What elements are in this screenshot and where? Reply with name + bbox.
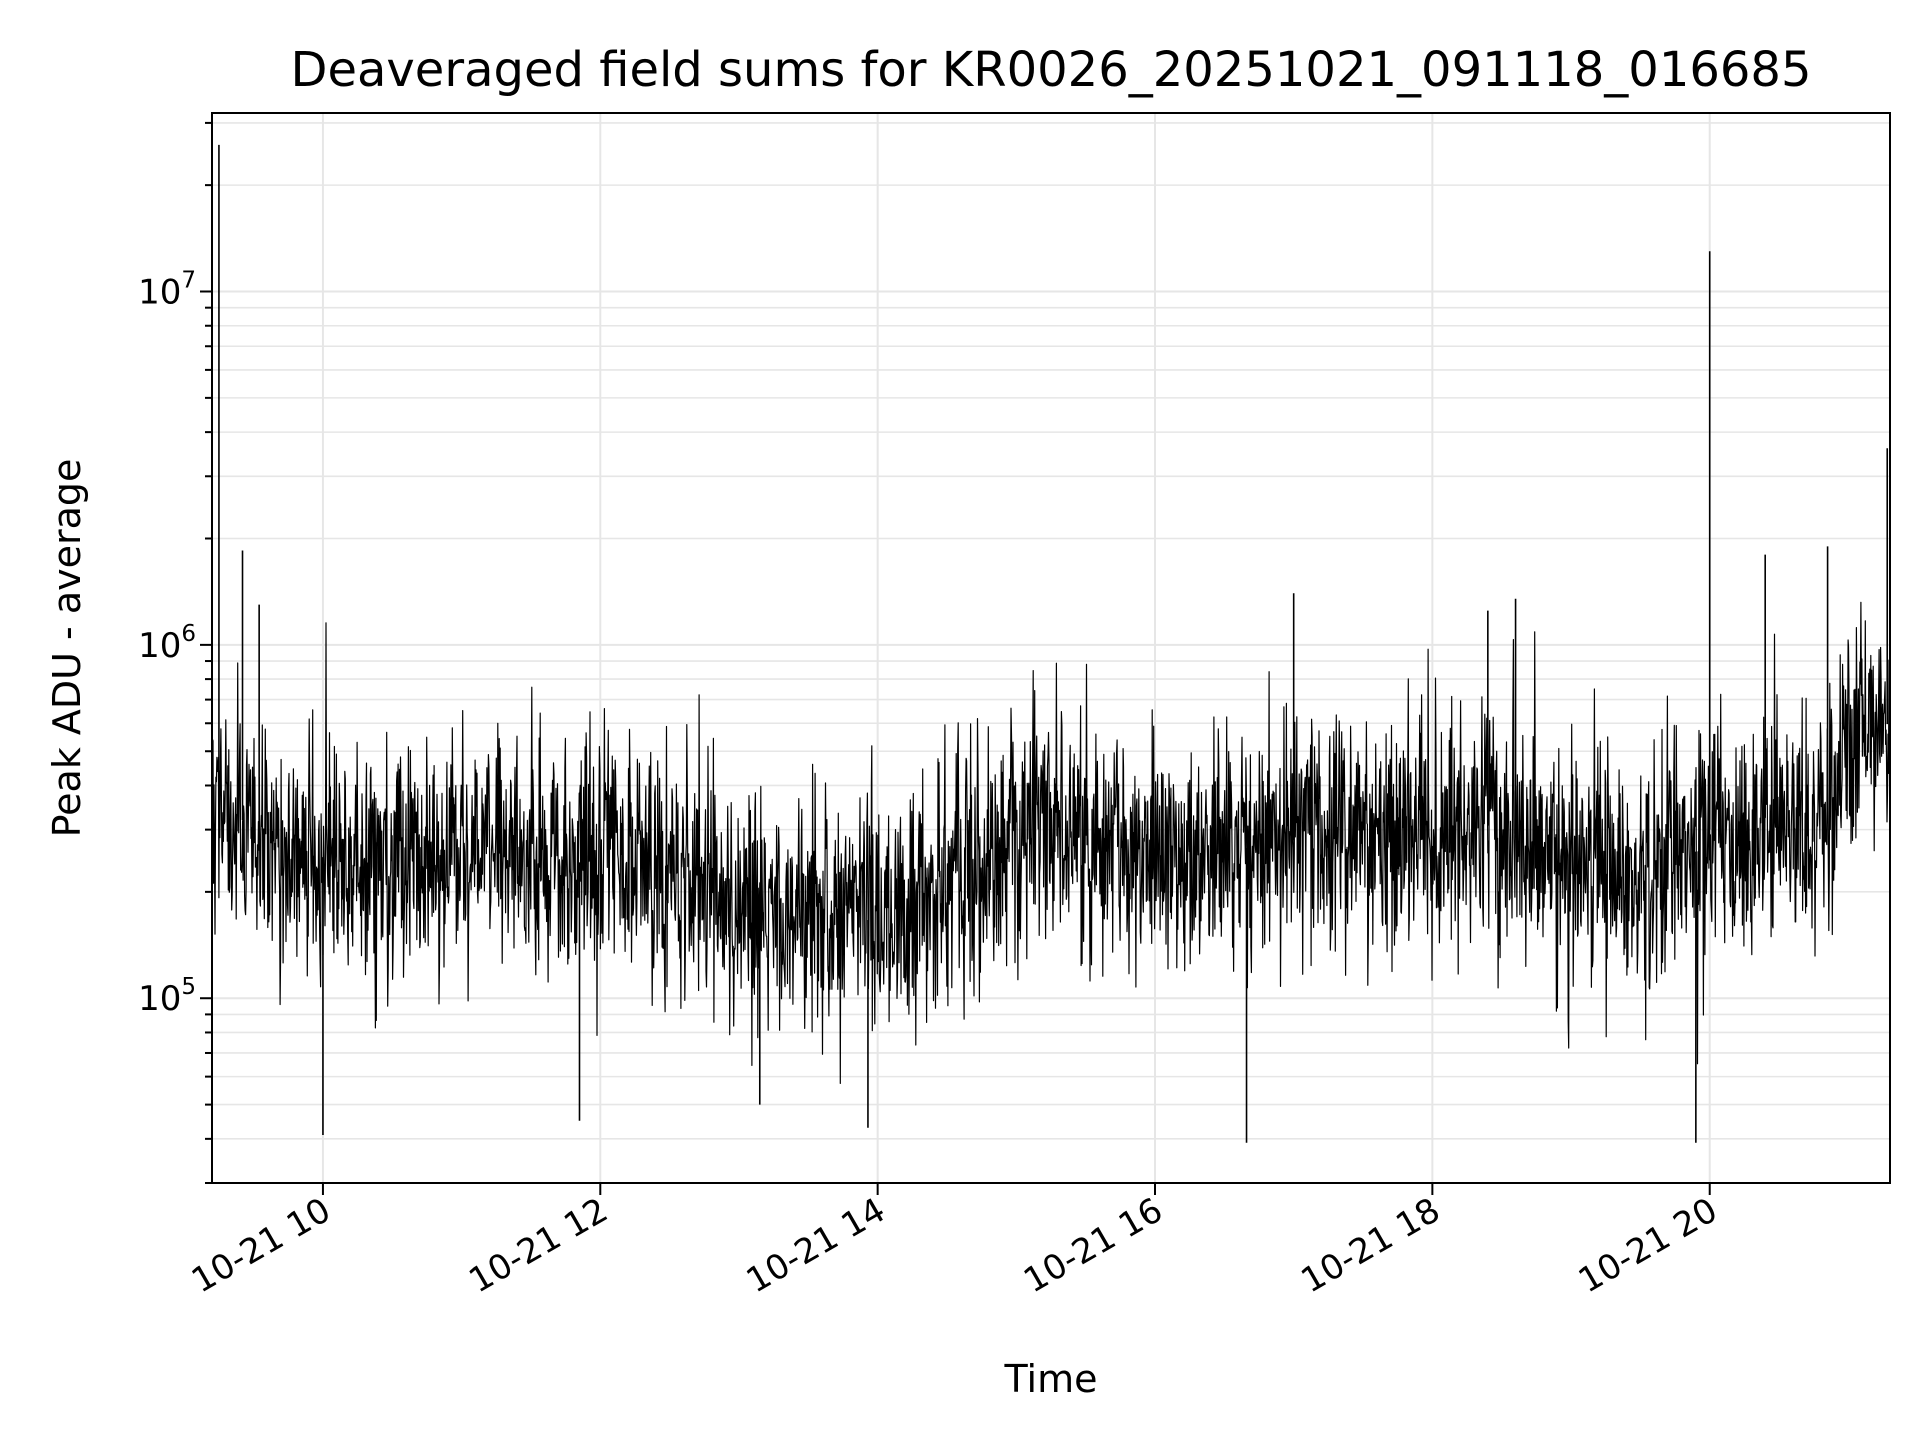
y-tick-label: 107 (138, 268, 196, 313)
y-axis-label: Peak ADU - average (45, 459, 89, 838)
plot-frame (211, 112, 1891, 1184)
y-tick-label: 105 (138, 974, 196, 1019)
x-axis-label: Time (1004, 1357, 1098, 1401)
chart-title: Deaveraged field sums for KR0026_2025102… (290, 42, 1811, 98)
y-tick-label: 106 (138, 621, 196, 666)
series-layer (211, 144, 1891, 1143)
series-line (211, 601, 1891, 1085)
